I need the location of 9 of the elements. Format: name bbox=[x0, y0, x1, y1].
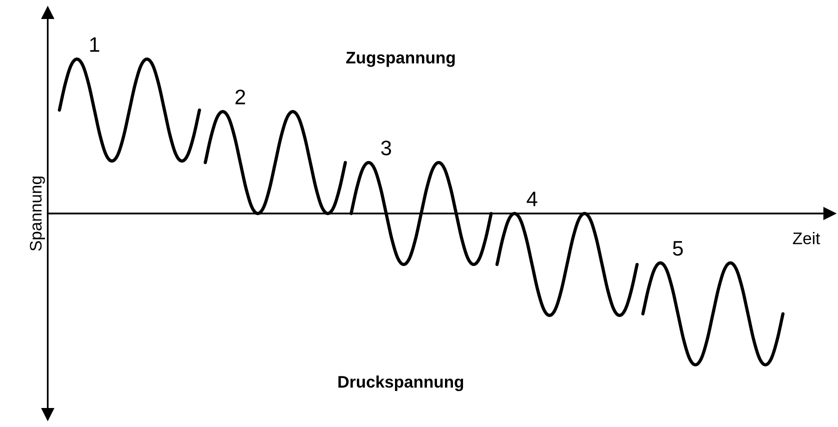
text: Druckspannung bbox=[338, 376, 464, 392]
series-label: 3 bbox=[381, 140, 392, 156]
series-label: 2 bbox=[236, 90, 246, 104]
annotation: Zugspannung bbox=[346, 52, 455, 67]
series-label: 1 bbox=[90, 37, 100, 52]
series-label: 5 bbox=[672, 241, 683, 256]
x-axis-title: Zeit bbox=[792, 232, 820, 244]
series-label: 4 bbox=[526, 192, 538, 206]
y-axis-title: Spannung bbox=[30, 176, 45, 251]
